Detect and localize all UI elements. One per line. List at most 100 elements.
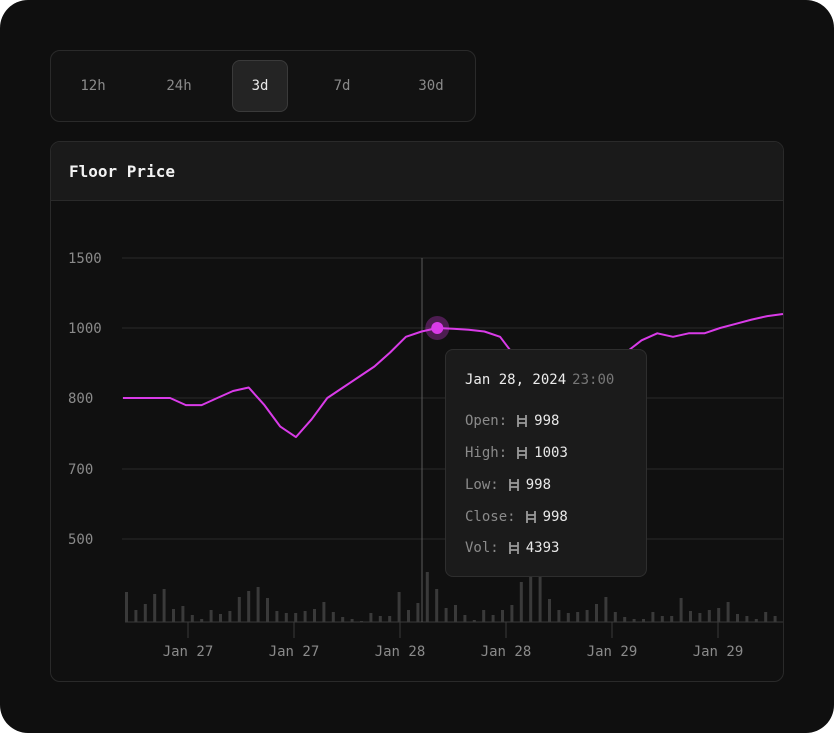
vol-value: 4393 [525,540,560,556]
volume-bar [219,614,222,622]
y-tick-label: 1000 [68,321,102,337]
ohlc-tooltip: Jan 28, 2024 23:00 Open: 998 High: 1003 L… [445,349,647,577]
volume-bar [745,616,749,622]
volume-bar [444,608,448,622]
volume-bar [369,613,373,622]
volume-bar [613,612,617,622]
tab-24h[interactable]: 24h [166,78,192,94]
volume-bar [698,613,702,622]
x-tick-label: Jan 29 [587,644,638,660]
volume-bar [764,612,768,622]
volume-bar [491,615,495,622]
volume-bar [651,612,655,622]
volume-bar [266,598,269,622]
low-value: 998 [525,477,552,493]
volume-bar [604,597,608,622]
x-tick-label: Jan 29 [693,644,744,660]
volume-bar [425,572,429,622]
high-label: High: [465,445,508,461]
volume-bar [689,611,692,622]
volume-bar [642,619,645,622]
volume-bar [566,613,570,622]
volume-bar [134,610,138,622]
timeframe-selector: 12h 24h 3d 7d 30d [50,50,476,122]
vol-label: Vol: [465,540,499,556]
tooltip-date: Jan 28, 2024 [465,372,567,388]
high-value: 1003 [534,445,568,461]
y-axis-labels: 500 700 800 1000 1500 [68,251,102,548]
volume-bar [576,612,580,622]
volume-bar [416,603,420,622]
volume-bar [209,610,213,622]
volume-bar [482,610,486,622]
volume-bar [595,604,598,622]
volume-bar [190,615,194,622]
volume-bar [632,619,636,622]
close-value: 998 [542,509,568,525]
volume-bar [707,610,711,622]
volume-bar [463,615,467,622]
ethereum-icon [517,415,528,427]
ethereum-icon [508,479,519,491]
volume-bar [153,594,157,622]
volume-bar [670,616,674,622]
volume-bar [736,614,739,622]
volume-bar [397,592,401,622]
volume-bar [557,610,561,622]
tab-12h[interactable]: 12h [80,78,106,94]
low-label: Low: [465,477,499,493]
y-tick-label: 500 [68,532,93,548]
highlight-point[interactable] [431,322,444,334]
volume-bar [717,608,721,622]
tab-30d[interactable]: 30d [418,78,444,94]
tooltip-open-row: Open: 998 [465,413,559,429]
volume-bar [548,599,551,622]
volume-bar [313,609,316,622]
volume-bar [284,613,288,622]
volume-bar [181,606,185,622]
volume-bar [754,619,758,622]
y-tick-label: 700 [68,462,93,478]
volume-bar [388,616,392,622]
volume-bar [378,616,382,622]
volume-bar [125,592,128,622]
volume-bar [331,612,335,622]
volume-bar [529,572,533,622]
x-tick-label: Jan 28 [481,644,532,660]
tooltip-datetime: Jan 28, 2024 23:00 [465,372,614,388]
y-tick-label: 800 [68,391,93,407]
volume-bar [172,609,175,622]
volume-bar [519,582,523,622]
volume-bar [256,587,260,622]
volume-bar [143,604,147,622]
volume-bar [228,611,232,622]
volume-bar [303,611,307,622]
open-label: Open: [465,413,508,429]
floor-price-card: Floor Price [50,141,784,682]
volume-bar [585,610,589,622]
volume-bar [660,616,664,622]
x-axis-ticks: Jan 27 Jan 27 Jan 28 Jan 28 Jan 29 Jan 29 [163,622,744,660]
tab-7d[interactable]: 7d [333,78,351,94]
volume-bar [200,619,204,622]
tooltip-vol-row: Vol: 4393 [465,540,559,556]
y-tick-label: 1500 [68,251,102,267]
volume-bar [679,598,683,622]
close-label: Close: [465,509,516,525]
x-tick-label: Jan 27 [163,644,214,660]
volume-bar [510,605,514,622]
volume-bar [472,620,476,622]
open-value: 998 [534,413,560,429]
volume-bar [341,617,345,622]
x-tick-label: Jan 27 [269,644,320,660]
volume-bar [247,591,251,622]
volume-bar [435,589,439,622]
tooltip-low-row: Low: 998 [465,477,551,493]
price-series-line [123,313,784,439]
tab-3d[interactable]: 3d [232,60,288,112]
volume-bar [773,616,777,622]
volume-bar [237,597,241,622]
volume-bar [454,605,457,622]
